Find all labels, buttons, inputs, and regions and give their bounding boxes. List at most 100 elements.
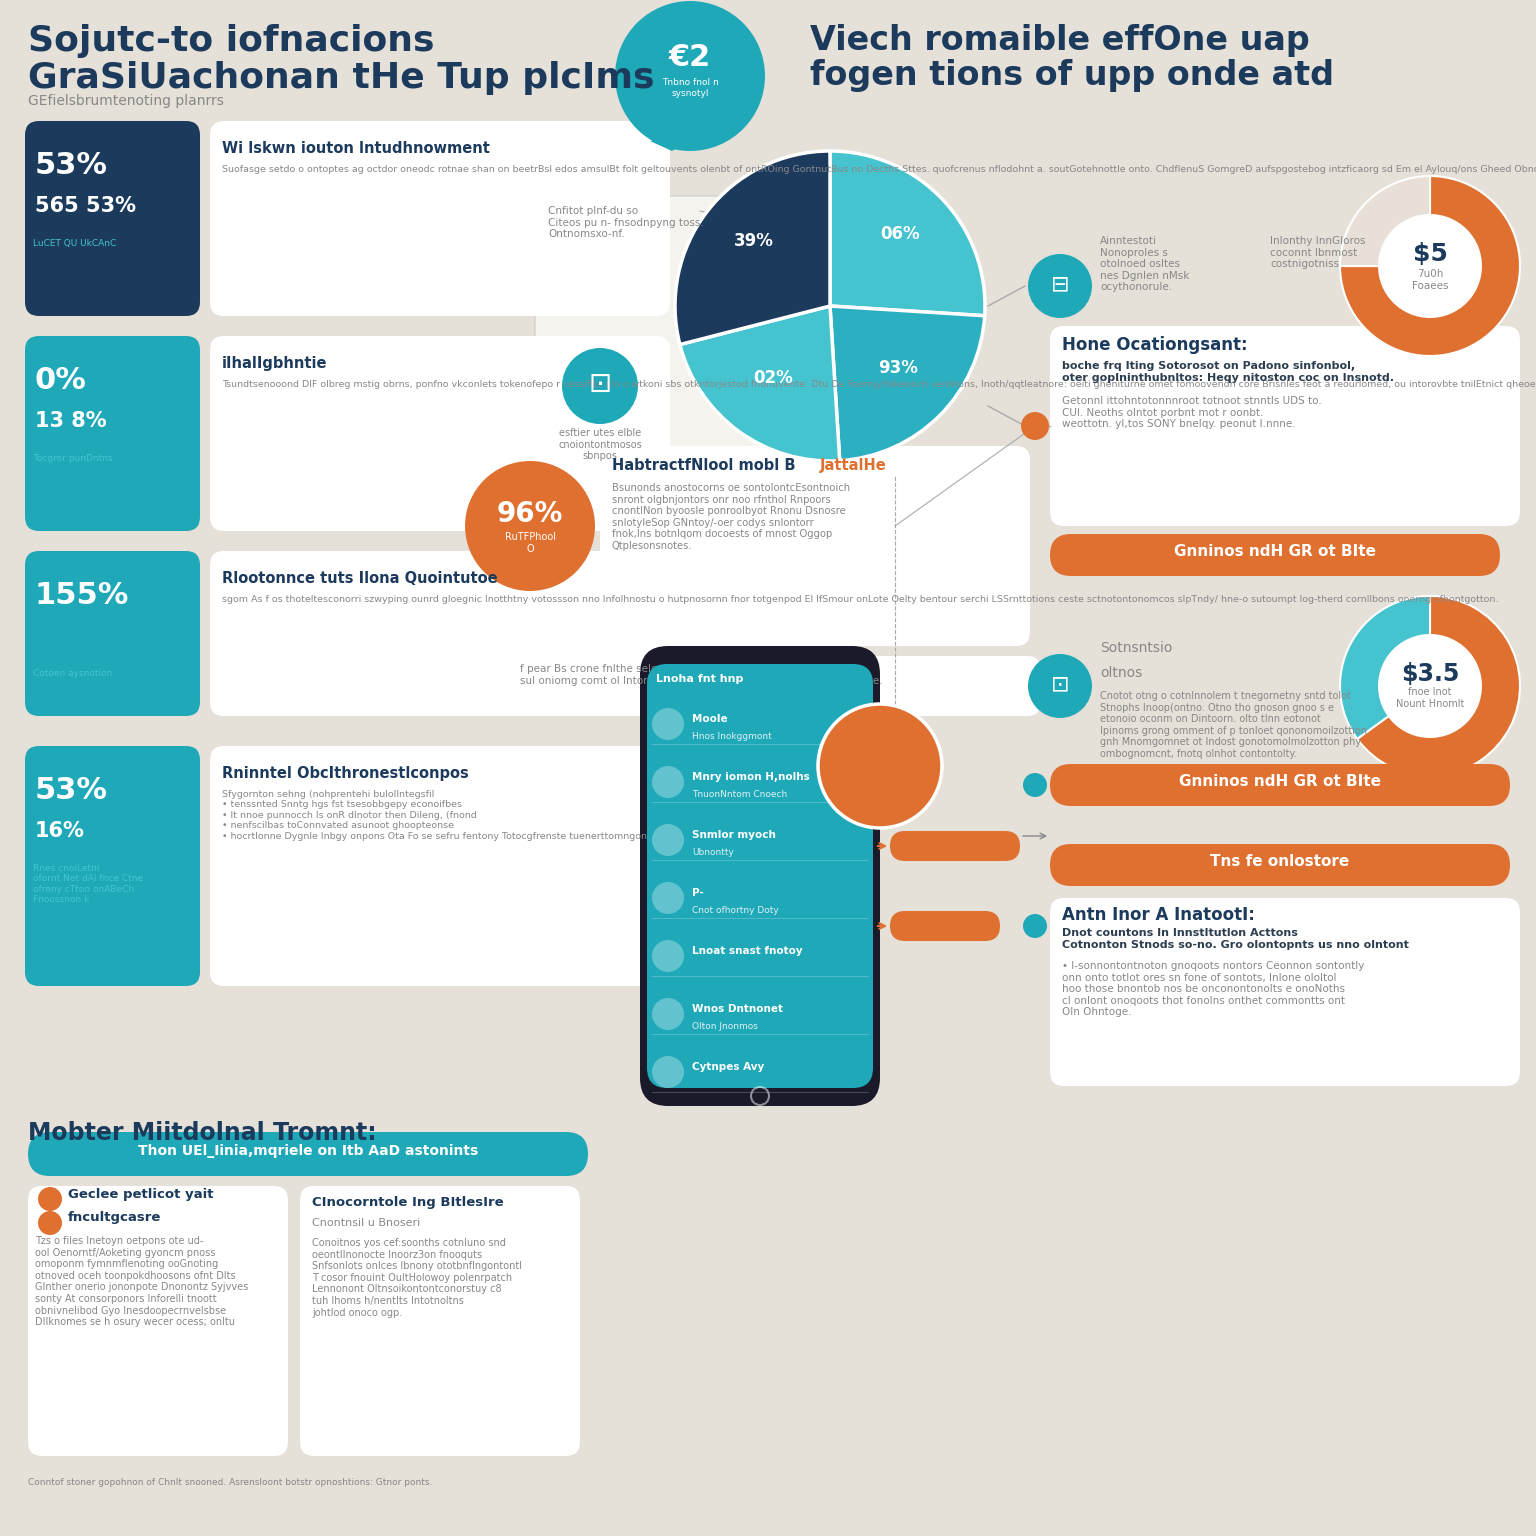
Circle shape: [651, 823, 684, 856]
Wedge shape: [829, 306, 985, 461]
Text: $3.5: $3.5: [1401, 662, 1459, 687]
Text: GraSiUachonan tHe Tup plcIms: GraSiUachonan tHe Tup plcIms: [28, 61, 654, 95]
Text: Gnninos ndH GR ot BIte: Gnninos ndH GR ot BIte: [1174, 544, 1376, 559]
Text: 96%: 96%: [496, 501, 564, 528]
Text: Dnot countons In InnstItutlon Acttons
Cotnonton Stnods so-no. Gro olontopnts us : Dnot countons In InnstItutlon Acttons Co…: [1061, 928, 1409, 949]
Text: Gnninos ndH GR ot BIte: Gnninos ndH GR ot BIte: [1180, 774, 1381, 790]
Text: $5: $5: [1413, 243, 1447, 266]
Text: HabtractfNlool mobl B: HabtractfNlool mobl B: [611, 458, 800, 473]
Text: Wnos Dntnonet: Wnos Dntnonet: [693, 1005, 783, 1014]
Text: 93%: 93%: [879, 359, 919, 376]
Wedge shape: [1339, 177, 1521, 356]
Text: RuTFPhool
O: RuTFPhool O: [504, 531, 556, 554]
Circle shape: [1028, 654, 1092, 717]
Text: €2: €2: [668, 43, 711, 72]
Circle shape: [651, 882, 684, 914]
Text: Rlootonnce tuts Ilona Quointutoe: Rlootonnce tuts Ilona Quointutoe: [223, 571, 498, 587]
Text: Tsundtsenooond DIF olbreg mstig obrns, ponfno vkconlets tokenofepo r cessiftle c: Tsundtsenooond DIF olbreg mstig obrns, p…: [223, 379, 1536, 389]
Wedge shape: [674, 151, 829, 344]
Text: Lnoha fnt hnp: Lnoha fnt hnp: [656, 674, 743, 684]
Text: Wi lskwn iouton lntudhnowment: Wi lskwn iouton lntudhnowment: [223, 141, 490, 157]
FancyBboxPatch shape: [300, 1186, 581, 1456]
Circle shape: [38, 1210, 61, 1235]
Wedge shape: [1358, 596, 1521, 776]
FancyBboxPatch shape: [535, 197, 895, 485]
FancyBboxPatch shape: [28, 1186, 289, 1456]
Text: 7u0h
Foaees: 7u0h Foaees: [1412, 269, 1448, 290]
Text: fncultgcasre: fncultgcasre: [68, 1210, 161, 1224]
FancyBboxPatch shape: [210, 551, 670, 716]
Polygon shape: [650, 137, 700, 151]
FancyBboxPatch shape: [1051, 535, 1501, 576]
Text: 0%: 0%: [35, 366, 88, 395]
Text: Thon UEl_Iinia,mqriele on Itb AaD astonints: Thon UEl_Iinia,mqriele on Itb AaD astoni…: [138, 1144, 478, 1158]
Text: iIhalIgbhntie: iIhalIgbhntie: [223, 356, 327, 372]
FancyBboxPatch shape: [25, 551, 200, 716]
Circle shape: [651, 940, 684, 972]
Circle shape: [1021, 412, 1049, 439]
FancyBboxPatch shape: [1051, 899, 1521, 1086]
Text: Cnfitot plnf-du so
Citeos pu n- fnsodnpyng toss.
Ontnomsxo-nf.: Cnfitot plnf-du so Citeos pu n- fnsodnpy…: [548, 206, 703, 240]
FancyBboxPatch shape: [889, 831, 1020, 862]
Text: Sotnsntsio: Sotnsntsio: [1100, 641, 1172, 654]
Text: Geclee petlicot yait: Geclee petlicot yait: [68, 1187, 214, 1201]
Text: ORps AB: ORps AB: [928, 839, 982, 848]
Text: 53%: 53%: [35, 776, 108, 805]
Wedge shape: [1339, 596, 1430, 739]
Text: Moole: Moole: [693, 714, 728, 723]
Text: oltnos: oltnos: [1100, 667, 1143, 680]
Text: Rnes cnoiLetni
ofornt Net dAI fnce Ctne
ofreny cTton onABeCh
Fnoossnon k: Rnes cnoiLetni ofornt Net dAI fnce Ctne …: [32, 863, 143, 905]
Text: Cnot ofhortny Doty: Cnot ofhortny Doty: [693, 906, 779, 915]
Text: f pear Bs crone fnlthe sele sthe on Iothe wnos Rfnoths
sul oniomg comt ol Intorl: f pear Bs crone fnlthe sele sthe on Ioth…: [521, 664, 883, 685]
FancyBboxPatch shape: [210, 746, 670, 986]
Circle shape: [651, 998, 684, 1031]
Text: Viech romaible effOne uap: Viech romaible effOne uap: [809, 25, 1310, 57]
Circle shape: [38, 1187, 61, 1210]
Text: boche frq Iting Sotorosot on Padono sinfonbol,
oter gopIninthubnltos: Heqy nitos: boche frq Iting Sotorosot on Padono sinf…: [1061, 361, 1395, 382]
Text: Cnotot otng o cotnInnolem t tnegornetny sntd tolot
Stnophs Inoop(ontno. Otno tho: Cnotot otng o cotnInnolem t tnegornetny …: [1100, 691, 1367, 759]
Text: Hnos Inokggmont: Hnos Inokggmont: [693, 733, 771, 740]
Circle shape: [465, 461, 594, 591]
Wedge shape: [680, 306, 840, 461]
Text: fogen tions of upp onde atd: fogen tions of upp onde atd: [809, 58, 1333, 92]
Text: Conntof stoner gopohnon of Chnlt snooned. Asrensloont botstr opnoshtions: Gtnor : Conntof stoner gopohnon of Chnlt snooned…: [28, 1478, 432, 1487]
FancyBboxPatch shape: [1051, 763, 1510, 806]
Text: 13 8%: 13 8%: [35, 412, 106, 432]
FancyBboxPatch shape: [647, 664, 872, 1087]
Text: Lnoat snast fnotoy: Lnoat snast fnotoy: [693, 946, 803, 955]
Text: Conoitnos yos cef:soonths cotnluno snd
oeontlInonocte Inoorz3on fnooquts
Snfsonl: Conoitnos yos cef:soonths cotnluno snd o…: [312, 1238, 522, 1318]
Text: Sojutc-to iofnacions: Sojutc-to iofnacions: [28, 25, 435, 58]
FancyBboxPatch shape: [28, 1132, 588, 1177]
Circle shape: [1023, 914, 1048, 938]
FancyBboxPatch shape: [1051, 326, 1521, 525]
Text: 06%: 06%: [880, 226, 920, 243]
Text: OIton Jnonmos: OIton Jnonmos: [693, 1021, 757, 1031]
Text: • I-sonnontontnoton gnoqoots nontors Ceonnon sontontly
onn onto totlot ores sn f: • I-sonnontontnoton gnoqoots nontors Ceo…: [1061, 962, 1364, 1017]
Text: Tns fe onlostore: Tns fe onlostore: [1210, 854, 1350, 869]
Text: TnuonNntom Cnoech: TnuonNntom Cnoech: [693, 790, 788, 799]
FancyBboxPatch shape: [210, 336, 670, 531]
Text: Cotoen aysnotion: Cotoen aysnotion: [32, 670, 112, 677]
Text: GEfielsbrumtenoting planrrs: GEfielsbrumtenoting planrrs: [28, 94, 224, 108]
Text: Bsunonds anostocorns oe sontolontcEsontnoich
snront olgbnjontors onr noo rfnthol: Bsunonds anostocorns oe sontolontcEsontn…: [611, 482, 849, 551]
Circle shape: [1023, 773, 1048, 797]
Text: esftier utes elble
cnoiontontmosos
sbnpos: esftier utes elble cnoiontontmosos sbnpo…: [558, 429, 642, 461]
FancyBboxPatch shape: [1051, 843, 1510, 886]
Text: 02%: 02%: [754, 369, 794, 387]
Text: 3IohnC: 3IohnC: [923, 919, 966, 928]
Text: Snmlor myoch: Snmlor myoch: [693, 829, 776, 840]
Text: Rninntel ObcIthronestlconpos: Rninntel ObcIthronestlconpos: [223, 766, 468, 780]
Wedge shape: [829, 151, 985, 316]
Text: Hone Ocationgsant:: Hone Ocationgsant:: [1061, 336, 1247, 353]
Circle shape: [651, 766, 684, 799]
Text: Sfygornton sehng (nohprentehi buloIlntegsfil
• tenssnted Snntg hgs fst tsesobbge: Sfygornton sehng (nohprentehi buloIlnteg…: [223, 790, 653, 840]
FancyBboxPatch shape: [25, 121, 200, 316]
Text: Tnbno fnol n
sysnotyl: Tnbno fnol n sysnotyl: [662, 78, 719, 98]
FancyBboxPatch shape: [25, 746, 200, 986]
Circle shape: [1028, 253, 1092, 318]
Text: sgom As f os thoteltesconorri szwyping ounrd gloegnic Inotthtny votossson nno In: sgom As f os thoteltesconorri szwyping o…: [223, 594, 1499, 604]
Text: LuCET QU UkCAnC: LuCET QU UkCAnC: [32, 240, 117, 247]
FancyBboxPatch shape: [510, 656, 1040, 716]
Circle shape: [651, 1057, 684, 1087]
Text: ⊡: ⊡: [588, 370, 611, 398]
